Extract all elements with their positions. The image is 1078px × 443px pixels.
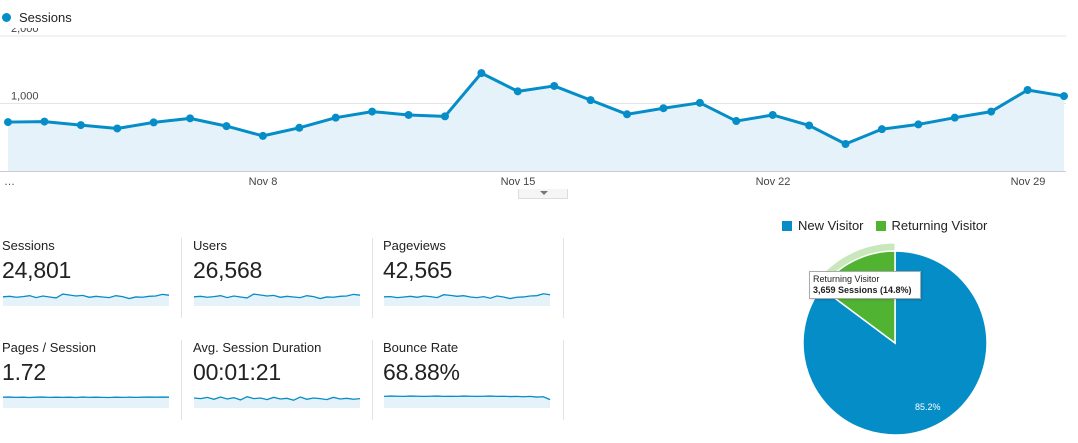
data-point[interactable] [258, 131, 267, 140]
sparkline-line [193, 293, 361, 300]
tile-divider [181, 340, 182, 420]
data-point[interactable] [877, 125, 886, 134]
metric-value: 1.72 [2, 359, 46, 385]
sessions-legend-dot [2, 13, 11, 22]
data-point[interactable] [550, 81, 559, 90]
metric-tile[interactable]: Avg. Session Duration 00:01:21 [193, 340, 373, 432]
sparkline-line [383, 293, 551, 300]
pie-legend-item-returning[interactable]: Returning Visitor [875, 218, 988, 233]
pie-tooltip: Returning Visitor 3,659 Sessions (14.8%) [809, 271, 921, 299]
metric-label: Avg. Session Duration [193, 340, 322, 355]
data-point[interactable] [841, 140, 850, 148]
metric-tile[interactable]: Users 26,568 [193, 238, 373, 330]
data-point[interactable] [695, 98, 704, 107]
sessions-line-chart: 2,000 1,000 … Nov 8 Nov 15 Nov 22 Nov 29 [0, 28, 1068, 188]
metric-sparkline [193, 293, 361, 306]
metric-sparkline [193, 396, 361, 408]
x-tick-label: Nov 8 [249, 176, 278, 188]
tile-divider [563, 340, 564, 420]
metric-label: Users [193, 238, 227, 253]
y-tick-label-2000: 2,000 [11, 28, 39, 35]
data-point[interactable] [222, 122, 231, 131]
returning-visitor-swatch [875, 220, 886, 231]
metric-label: Bounce Rate [383, 340, 459, 355]
metric-tile[interactable]: Sessions 24,801 [2, 238, 182, 330]
metric-label: Sessions [2, 238, 55, 253]
x-tick-label: … [4, 176, 15, 188]
tile-divider [181, 238, 182, 318]
collapse-chart-handle[interactable] [518, 189, 568, 199]
metric-tile[interactable]: Pages / Session 1.72 [2, 340, 182, 432]
x-tick-label: Nov 22 [756, 176, 791, 188]
pie-legend-item-new[interactable]: New Visitor [782, 218, 864, 233]
tile-divider [563, 238, 564, 318]
data-point[interactable] [805, 121, 814, 130]
metric-tile[interactable]: Pageviews 42,565 [383, 238, 563, 330]
metric-sparkline [383, 293, 551, 306]
data-point[interactable] [659, 104, 668, 113]
metric-value: 68.88% [383, 359, 460, 385]
sessions-series-line [7, 71, 1065, 146]
x-tick-label: Nov 15 [501, 176, 536, 188]
pie-legend-label-new: New Visitor [798, 218, 864, 233]
tile-divider [372, 238, 373, 318]
metric-sparkline [2, 396, 170, 408]
sparkline-line [2, 293, 170, 300]
metric-label: Pageviews [383, 238, 446, 253]
sparkline-area [194, 396, 360, 408]
data-point[interactable] [950, 113, 959, 122]
sparkline-area [194, 294, 360, 306]
sparkline-line [193, 396, 361, 401]
metric-tile[interactable]: Bounce Rate 68.88% [383, 340, 563, 432]
visitor-type-pie-chart [802, 242, 988, 436]
metric-value: 42,565 [383, 257, 453, 283]
sparkline-line [383, 395, 551, 401]
chevron-down-icon [540, 191, 548, 195]
data-point[interactable] [477, 69, 486, 78]
data-point[interactable] [331, 113, 340, 122]
y-tick-label-1000: 1,000 [11, 91, 39, 103]
metric-sparkline [383, 395, 551, 408]
metric-value: 24,801 [2, 257, 72, 283]
data-point[interactable] [732, 117, 741, 126]
data-point[interactable] [513, 87, 522, 96]
tile-divider [372, 340, 373, 420]
data-point[interactable] [987, 107, 996, 116]
data-point[interactable] [186, 114, 195, 123]
legend-label-sessions: Sessions [19, 10, 72, 25]
pie-legend-label-returning: Returning Visitor [891, 218, 988, 233]
data-point[interactable] [76, 121, 85, 130]
new-visitor-swatch [782, 220, 792, 231]
tooltip-value: 3,659 Sessions (14.8%) [813, 285, 912, 295]
data-point[interactable] [623, 110, 632, 119]
data-point[interactable] [295, 123, 304, 132]
data-point[interactable] [113, 124, 122, 133]
x-tick-label: Nov 29 [1011, 176, 1046, 188]
data-point[interactable] [914, 120, 923, 129]
data-point[interactable] [768, 110, 777, 119]
sparkline-area [3, 294, 169, 306]
data-point[interactable] [404, 110, 413, 119]
sessions-area-fill [8, 73, 1064, 171]
data-point[interactable] [4, 118, 12, 127]
sparkline-area [384, 293, 550, 306]
metric-value: 26,568 [193, 257, 263, 283]
data-point[interactable] [586, 96, 595, 105]
metric-value: 00:01:21 [193, 359, 281, 385]
sparkline-area [384, 396, 550, 408]
pie-slice-label-new: 85.2% [915, 402, 941, 412]
pie-legend: New Visitor Returning Visitor [782, 218, 999, 233]
chart-legend: Sessions [2, 10, 72, 25]
data-point[interactable] [368, 107, 377, 116]
data-point[interactable] [149, 118, 158, 127]
data-point[interactable] [440, 112, 449, 121]
data-point[interactable] [40, 117, 49, 126]
sparkline-area [3, 397, 169, 408]
data-point[interactable] [1023, 86, 1032, 94]
data-point[interactable] [1060, 92, 1068, 101]
tooltip-title: Returning Visitor [813, 274, 880, 284]
metric-sparkline [2, 293, 170, 306]
metric-label: Pages / Session [2, 340, 96, 355]
